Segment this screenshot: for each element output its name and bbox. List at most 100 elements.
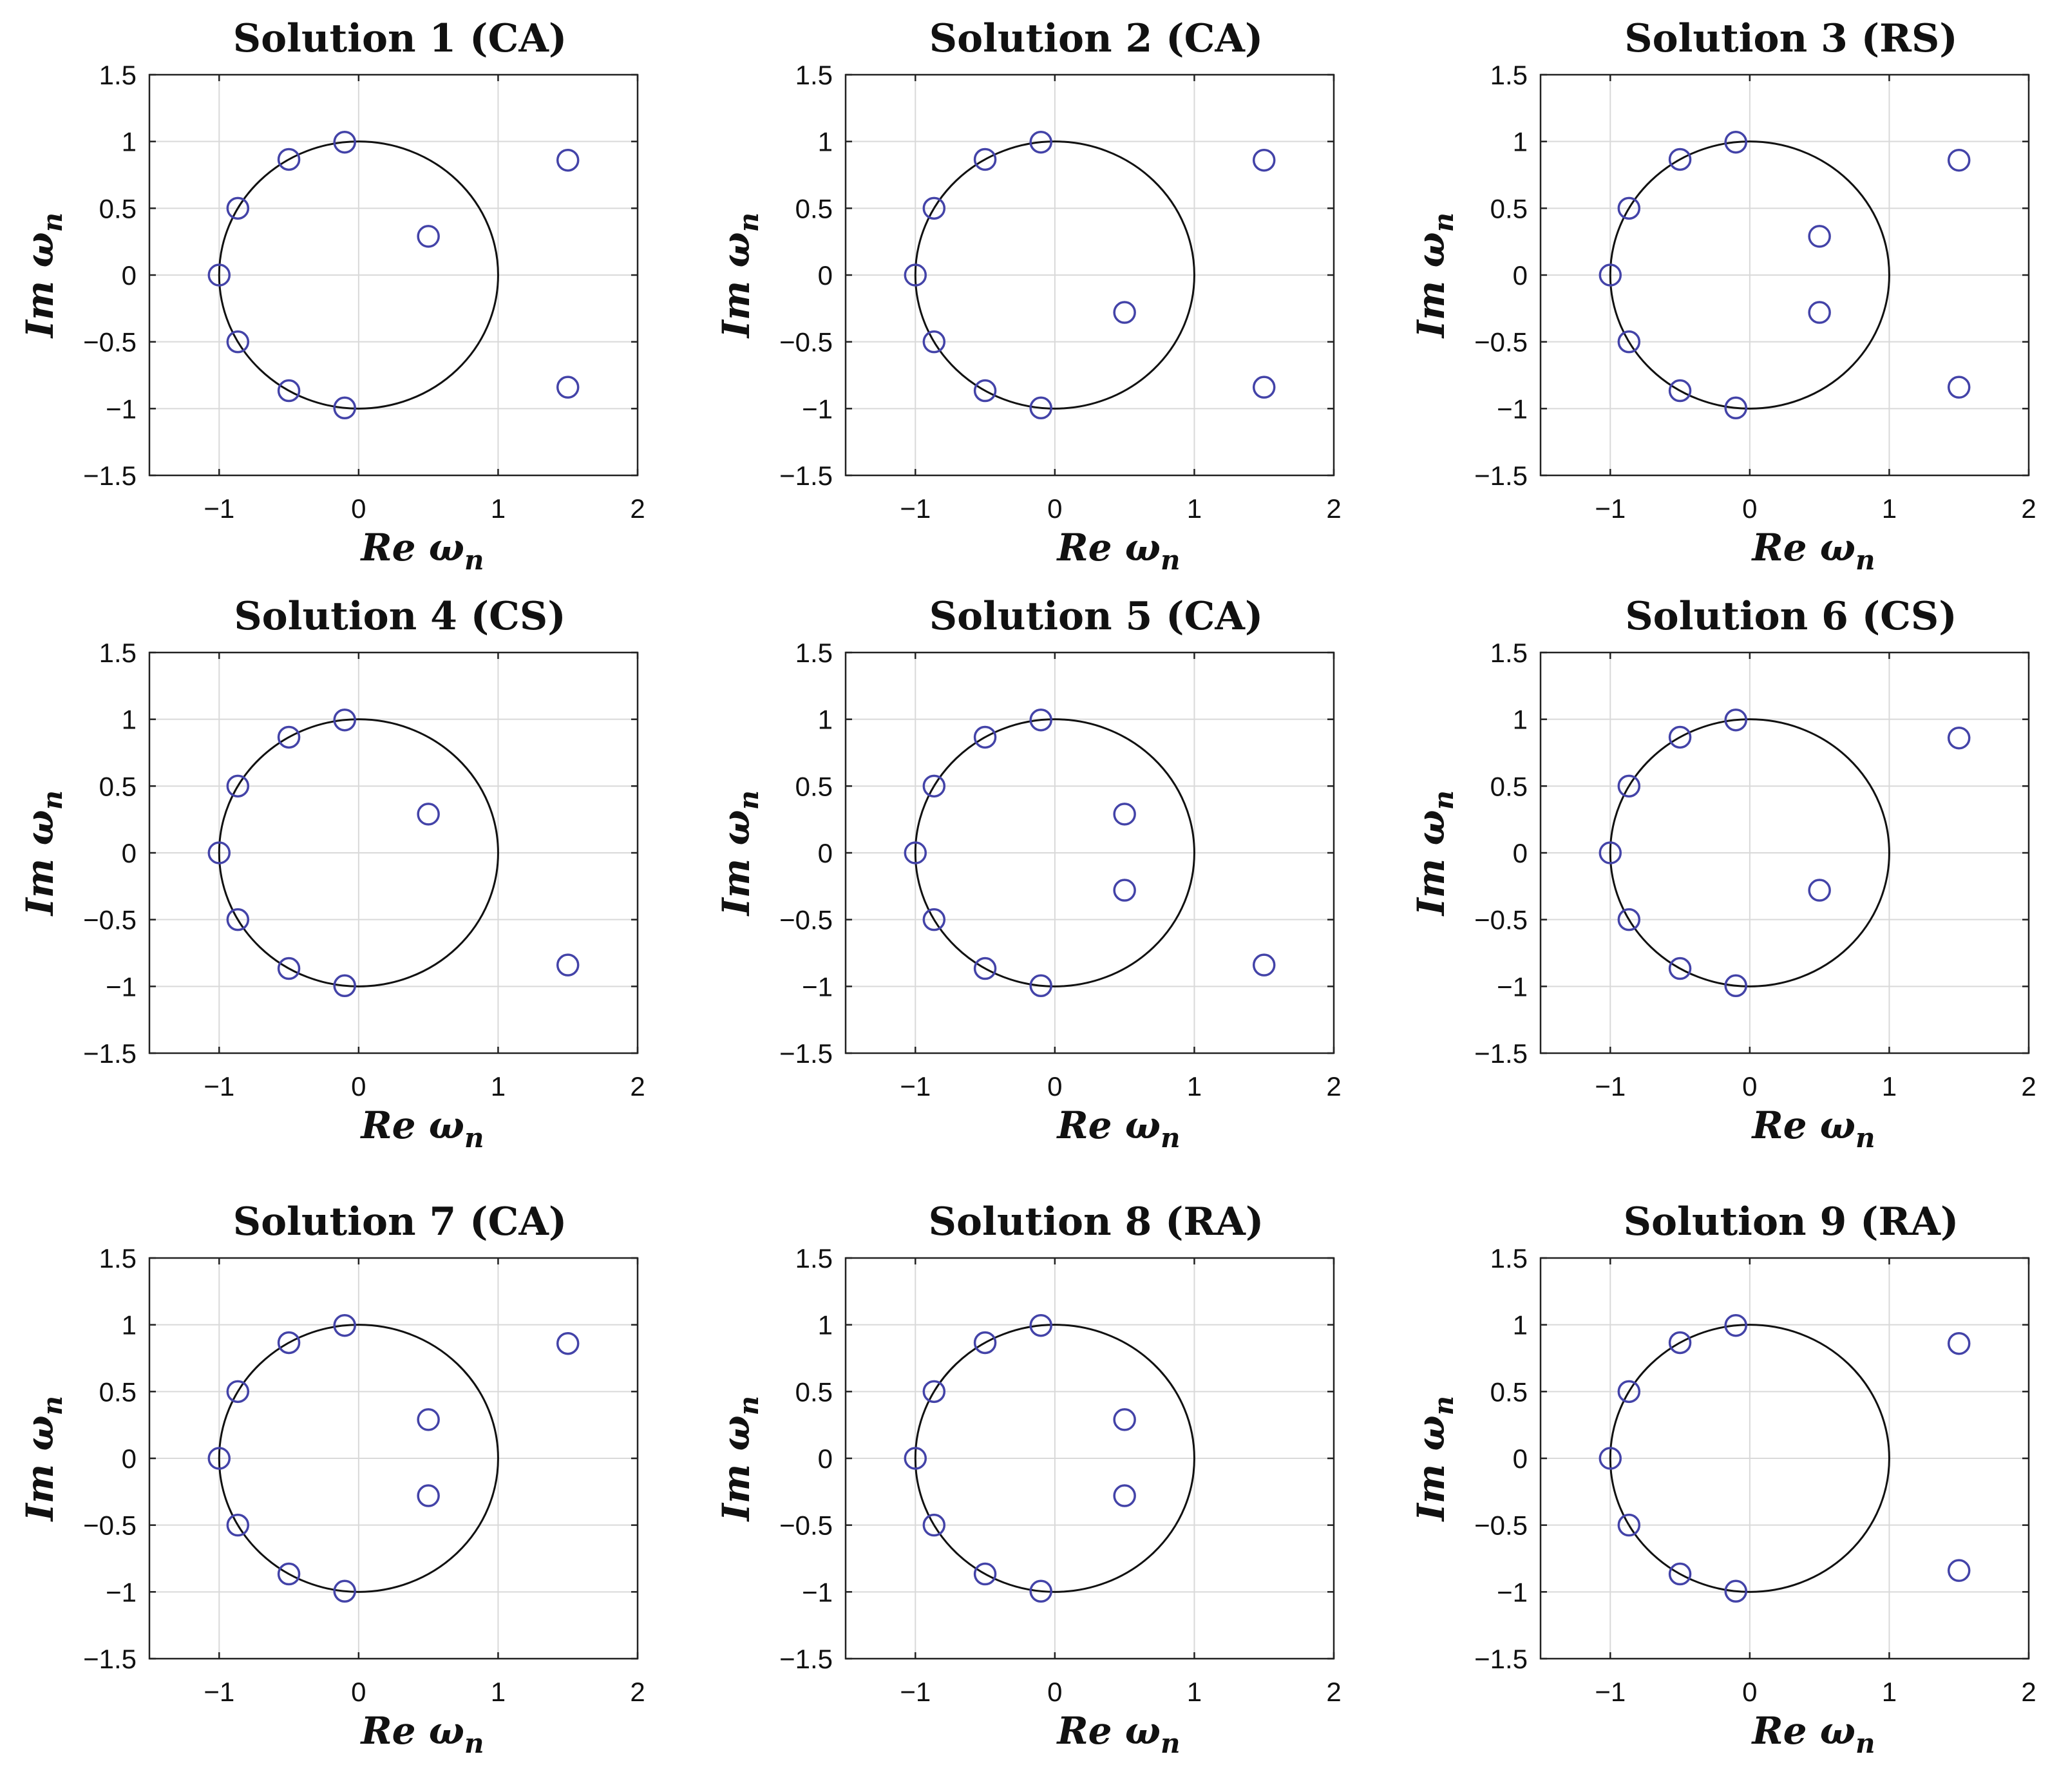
pole-marker — [333, 1313, 356, 1337]
y-tick-label: 1.5 — [99, 1243, 137, 1273]
panel-title: Solution 2 (CA) — [929, 16, 1264, 61]
pole-marker — [277, 379, 301, 403]
y-axis-label: Im ωn — [714, 1396, 764, 1522]
panel-1: −1 0 1 2 1.5 1 0.5 0 −0.5 −1 −1.5 Solution 1 (CA) Re… — [18, 16, 645, 576]
x-tick-label: −1 — [204, 1677, 234, 1707]
x-tick-label: 0 — [351, 1071, 366, 1101]
pole-marker — [973, 725, 997, 749]
y-tick-label: −1.5 — [83, 1038, 137, 1069]
pole-marker — [1617, 774, 1641, 798]
pole-marker — [1617, 908, 1641, 931]
y-tick-label: −1.5 — [83, 1644, 137, 1674]
panel-5: −1 0 1 2 1.5 1 0.5 0 −0.5 −1 −1.5 Solution 5 (CA) Re… — [714, 594, 1342, 1154]
pole-marker — [226, 908, 250, 931]
pole-marker — [556, 1331, 580, 1355]
y-tick-label: −0.5 — [83, 327, 137, 357]
unit-circle — [218, 140, 499, 410]
panel-title: Solution 1 (CA) — [233, 16, 567, 61]
x-tick-label: 1 — [1187, 1677, 1202, 1707]
pole-marker — [333, 396, 356, 420]
x-tick-label: 2 — [630, 1677, 645, 1707]
pole-marker — [1617, 1380, 1641, 1404]
y-tick-label: 0.5 — [795, 1377, 833, 1407]
y-tick-label: 1 — [1513, 127, 1528, 157]
pole-marker — [922, 1513, 946, 1537]
y-tick-label: 0.5 — [1490, 1377, 1528, 1407]
y-tick-label: −0.5 — [779, 1511, 833, 1541]
pole-marker — [922, 196, 946, 220]
panel-8: −1 0 1 2 1.5 1 0.5 0 −0.5 −1 −1.5 Solution 8 (RA) Re… — [714, 1199, 1342, 1759]
pole-marker — [226, 1380, 250, 1404]
y-tick-label: 0 — [1513, 1444, 1528, 1474]
x-tick-label: 0 — [351, 1677, 366, 1707]
panel-6: −1 0 1 2 1.5 1 0.5 0 −0.5 −1 −1.5 Solution 6 (CS) Re… — [1409, 594, 2036, 1154]
pole-marker — [417, 1408, 440, 1431]
pole-marker — [1947, 1331, 1971, 1355]
y-tick-label: −0.5 — [1474, 905, 1528, 935]
pole-marker — [1252, 953, 1276, 977]
x-tick-label: −1 — [1595, 1071, 1626, 1101]
pole-marker — [207, 841, 231, 864]
pole-marker — [277, 1562, 301, 1586]
panel-title: Solution 5 (CA) — [929, 594, 1264, 639]
pole-marker — [1252, 148, 1276, 172]
y-axis-label: Im ωn — [714, 213, 764, 339]
panel-3: −1 0 1 2 1.5 1 0.5 0 −0.5 −1 −1.5 Solution 3 (RS) Re… — [1409, 16, 2036, 576]
pole-marker — [1029, 130, 1052, 154]
x-tick-label: 0 — [1047, 1071, 1062, 1101]
pole-marker — [1599, 263, 1622, 287]
panel-4: −1 0 1 2 1.5 1 0.5 0 −0.5 −1 −1.5 Solution 4 (CS) Re… — [18, 594, 645, 1154]
y-tick-label: 1 — [818, 1310, 833, 1340]
pole-marker — [904, 841, 927, 864]
pole-marker — [1808, 301, 1831, 324]
y-tick-label: 0.5 — [99, 193, 137, 224]
pole-marker — [417, 225, 440, 248]
x-axis-label: Re ωn — [359, 1103, 484, 1154]
pole-marker — [1808, 225, 1831, 248]
y-tick-label: −1 — [106, 394, 137, 424]
pole-marker — [1113, 879, 1136, 902]
x-tick-label: 1 — [1187, 493, 1202, 524]
pole-marker — [973, 1562, 997, 1586]
y-tick-label: 0 — [122, 1444, 137, 1474]
pole-marker — [226, 196, 250, 220]
y-tick-label: 1.5 — [1490, 60, 1528, 90]
pole-marker — [922, 1380, 946, 1404]
y-axis-label: Im ωn — [1409, 1396, 1459, 1522]
panel-title: Solution 9 (RA) — [1624, 1199, 1959, 1244]
y-tick-label: −1.5 — [779, 1038, 833, 1069]
unit-circle — [914, 1324, 1195, 1593]
y-tick-label: 0 — [818, 838, 833, 868]
pole-marker — [417, 803, 440, 826]
pole-marker — [1029, 708, 1052, 732]
y-tick-label: −0.5 — [83, 1511, 137, 1541]
pole-marker — [922, 774, 946, 798]
pole-marker — [1724, 974, 1747, 998]
x-tick-label: 1 — [1882, 1677, 1897, 1707]
x-tick-label: 1 — [1187, 1071, 1202, 1101]
x-tick-label: 0 — [1742, 1071, 1757, 1101]
x-tick-label: 0 — [1047, 493, 1062, 524]
x-tick-label: 2 — [630, 493, 645, 524]
y-tick-label: 1.5 — [1490, 638, 1528, 668]
pole-marker — [226, 330, 250, 354]
pole-marker — [904, 263, 927, 287]
y-tick-label: 1 — [818, 127, 833, 157]
y-tick-label: 1.5 — [99, 60, 137, 90]
x-tick-label: 1 — [1882, 493, 1897, 524]
unit-circle — [914, 140, 1195, 410]
pole-marker — [1252, 376, 1276, 399]
pole-marker — [1113, 1408, 1136, 1431]
y-tick-label: −1.5 — [1474, 1038, 1528, 1069]
unit-circle — [1609, 718, 1890, 987]
pole-marker — [1947, 376, 1971, 399]
y-tick-label: −1.5 — [779, 461, 833, 491]
x-tick-label: −1 — [900, 493, 931, 524]
x-tick-label: −1 — [1595, 493, 1626, 524]
y-tick-label: 1.5 — [1490, 1243, 1528, 1273]
y-tick-label: 1 — [818, 705, 833, 735]
pole-marker — [1668, 148, 1692, 171]
pole-marker — [1808, 879, 1831, 902]
y-tick-label: 0.5 — [795, 193, 833, 224]
